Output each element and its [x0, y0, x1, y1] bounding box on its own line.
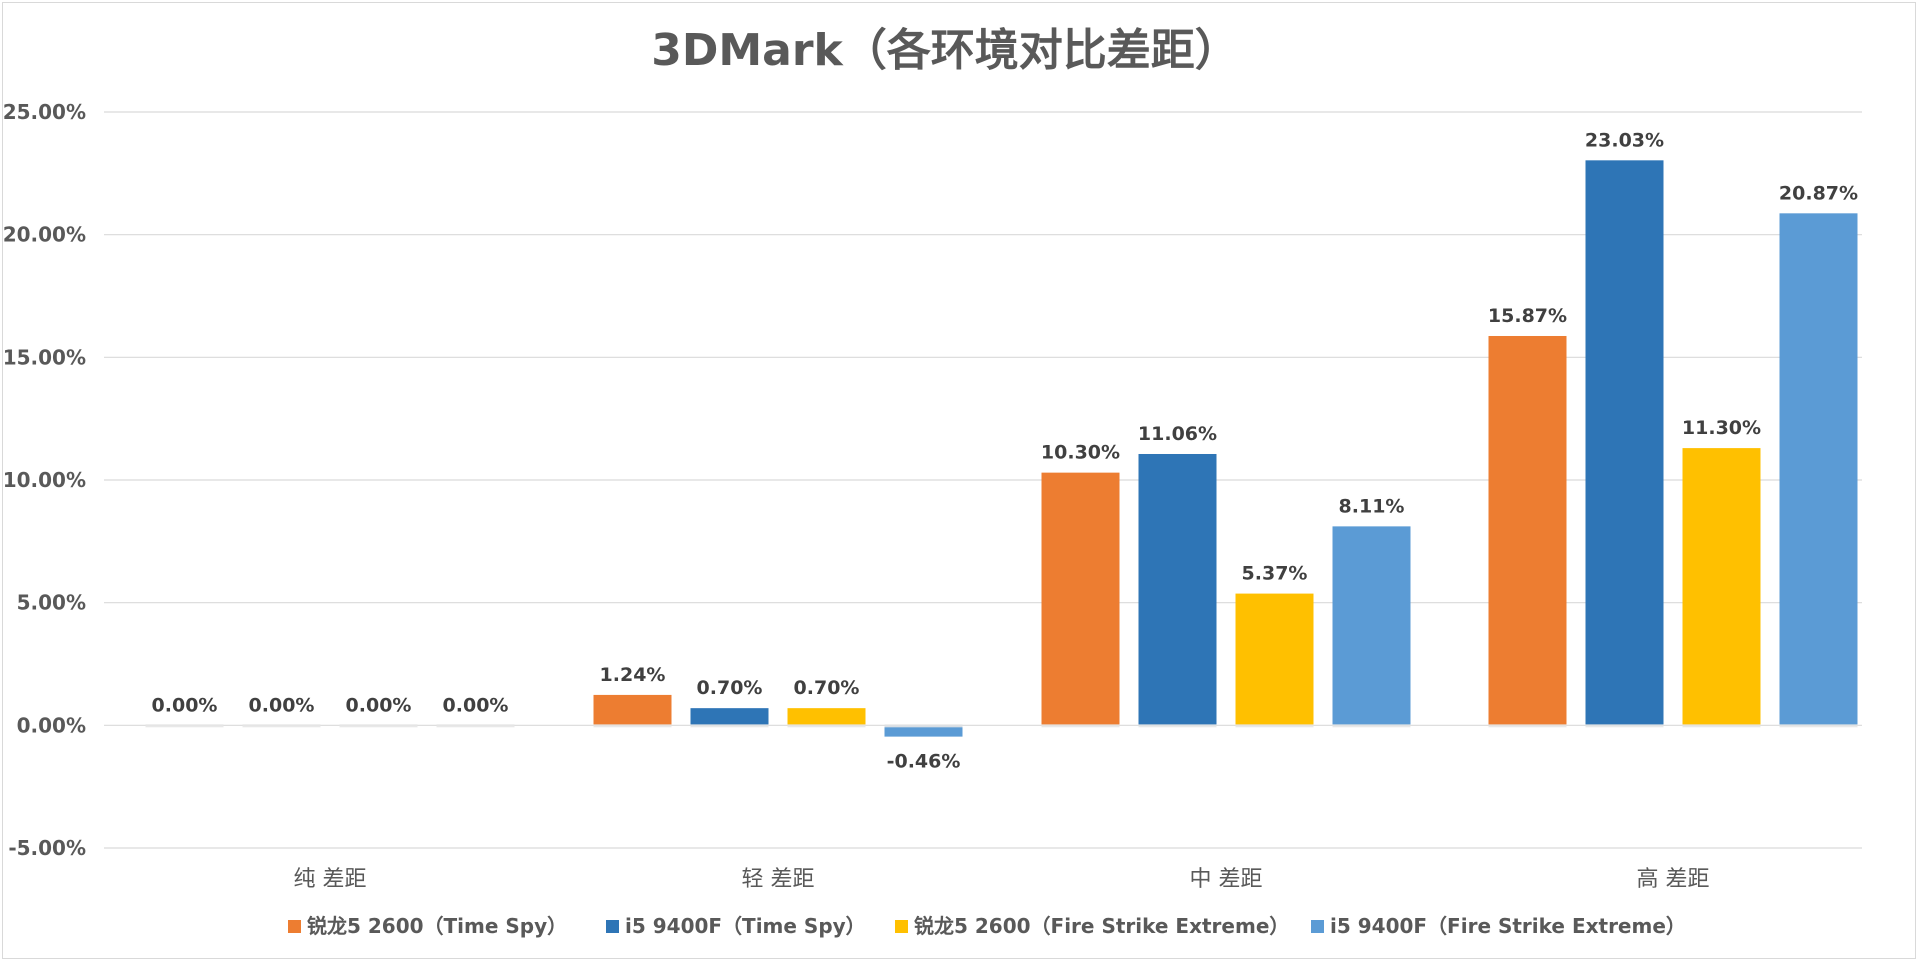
data-label: 0.00% [443, 694, 509, 716]
chart-title: 3DMark（各环境对比差距） [651, 25, 1239, 76]
legend-swatch [1311, 920, 1324, 933]
bar-baseline [787, 724, 866, 728]
bar [1488, 335, 1567, 726]
x-category-label: 纯 差距 [294, 867, 367, 892]
data-label: -0.46% [887, 751, 961, 773]
y-tick-label: 25.00% [3, 100, 86, 124]
y-tick-label: 20.00% [3, 223, 86, 247]
bar [1585, 160, 1664, 726]
data-label: 20.87% [1779, 182, 1858, 204]
y-tick-label: 10.00% [3, 468, 86, 492]
data-label: 0.00% [152, 694, 218, 716]
data-label: 8.11% [1339, 495, 1405, 517]
bar [1682, 448, 1761, 726]
x-axis-categories: 纯 差距 轻 差距 中 差距 高 差距 [294, 867, 1710, 892]
data-label: 15.87% [1488, 305, 1567, 327]
bar-baseline [1682, 724, 1761, 728]
legend-label: 锐龙5 2600（Time Spy） [307, 914, 567, 938]
bar [1041, 472, 1120, 726]
data-label: 11.06% [1138, 423, 1217, 445]
bar-baseline [1488, 724, 1567, 728]
bar-baseline [1779, 724, 1858, 728]
bar [884, 725, 963, 737]
data-label: 5.37% [1242, 563, 1308, 585]
legend-label: 锐龙5 2600（Fire Strike Extreme） [914, 914, 1289, 938]
bars [145, 160, 1858, 737]
bar-baseline [436, 724, 515, 728]
legend-swatch [895, 920, 908, 933]
bar [1332, 526, 1411, 726]
bar-baseline [690, 724, 769, 728]
data-label: 0.00% [249, 694, 315, 716]
data-label: 1.24% [600, 664, 666, 686]
data-labels: 0.00% 0.00% 0.00% 0.00% 1.24% 0.70% 0.70% -0.46… [152, 129, 1859, 772]
bar-baseline [145, 724, 224, 728]
bar-baseline [1585, 724, 1664, 728]
legend-label: i5 9400F（Time Spy） [625, 914, 866, 938]
bar-baseline [1332, 724, 1411, 728]
x-category-label: 高 差距 [1637, 867, 1710, 892]
y-tick-label: 15.00% [3, 345, 86, 369]
y-tick-label: 5.00% [17, 591, 86, 615]
legend-swatch [606, 920, 619, 933]
data-label: 11.30% [1682, 417, 1761, 439]
bar-baseline [593, 724, 672, 728]
data-label: 23.03% [1585, 129, 1664, 151]
bar [1235, 593, 1314, 726]
bar [1779, 213, 1858, 726]
x-category-label: 中 差距 [1190, 867, 1263, 892]
y-axis-ticks: 25.00% 20.00% 15.00% 10.00% 5.00% 0.00% -5.00% [3, 100, 86, 860]
bar [593, 694, 672, 726]
bar-baseline [1041, 724, 1120, 728]
legend-label: i5 9400F（Fire Strike Extreme） [1330, 914, 1686, 938]
legend: 锐龙5 2600（Time Spy） i5 9400F（Time Spy） 锐龙5 … [288, 914, 1686, 938]
bar-baseline [884, 724, 963, 728]
data-label: 10.30% [1041, 442, 1120, 464]
y-tick-label: 0.00% [17, 713, 86, 737]
data-label: 0.00% [346, 694, 412, 716]
bar-baseline [339, 724, 418, 728]
data-label: 0.70% [697, 677, 763, 699]
bar-baseline [1235, 724, 1314, 728]
bar [1138, 453, 1217, 726]
bar-baseline [242, 724, 321, 728]
y-tick-label: -5.00% [8, 836, 86, 860]
x-category-label: 轻 差距 [742, 867, 815, 892]
bar [690, 708, 769, 726]
data-label: 0.70% [794, 677, 860, 699]
legend-swatch [288, 920, 301, 933]
bar [787, 708, 866, 726]
bar-baseline [1138, 724, 1217, 728]
